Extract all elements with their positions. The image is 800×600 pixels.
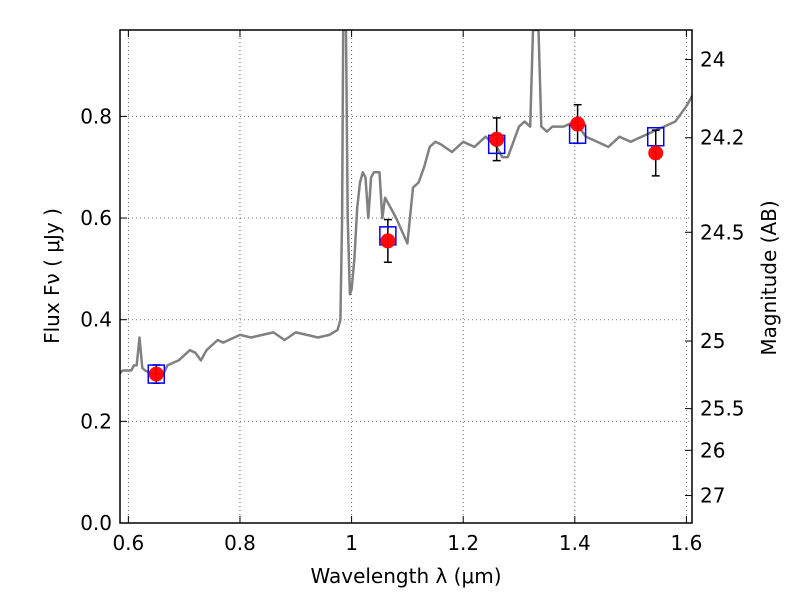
data-layer <box>120 30 692 384</box>
observed-point <box>489 131 505 147</box>
x-tick-label: 0.8 <box>224 531 256 555</box>
x-tick-label: 1.4 <box>559 531 591 555</box>
model-spectrum-line <box>120 30 692 376</box>
x-tick-label: 1 <box>345 531 358 555</box>
y-axis-right-title: Magnitude (AB) <box>757 200 781 355</box>
ticks: 0.6 0.8 1 1.2 1.4 1.6 0.0 0.2 0.4 0.6 0.8 24 24.2 24.… <box>80 30 745 555</box>
right-y-tick-label: 27 <box>700 484 725 508</box>
y-tick-label: 0.6 <box>80 206 112 230</box>
right-y-tick-label: 25 <box>700 329 725 353</box>
x-axis-title: Wavelength λ (μm) <box>310 564 501 588</box>
observed-point <box>380 233 396 249</box>
y-tick-label: 0.2 <box>80 409 112 433</box>
y-tick-label: 0.0 <box>80 511 112 535</box>
right-y-tick-label: 25.5 <box>700 397 745 421</box>
observed-point <box>148 366 164 382</box>
right-y-tick-label: 26 <box>700 438 725 462</box>
right-y-tick-label: 24.5 <box>700 220 745 244</box>
y-tick-label: 0.4 <box>80 308 112 332</box>
x-tick-label: 1.6 <box>671 531 703 555</box>
model-photometry-box <box>147 364 166 384</box>
x-tick-label: 1.2 <box>447 531 479 555</box>
right-y-tick-label: 24.2 <box>700 126 745 150</box>
y-axis-left-title: Flux Fν ( μJy ) <box>40 208 64 344</box>
observed-point <box>648 145 664 161</box>
right-y-tick-label: 24 <box>700 47 725 71</box>
x-tick-label: 0.6 <box>112 531 144 555</box>
y-tick-label: 0.8 <box>80 104 112 128</box>
plot-frame <box>119 29 693 524</box>
observed-point <box>570 116 586 132</box>
grid <box>120 30 692 524</box>
